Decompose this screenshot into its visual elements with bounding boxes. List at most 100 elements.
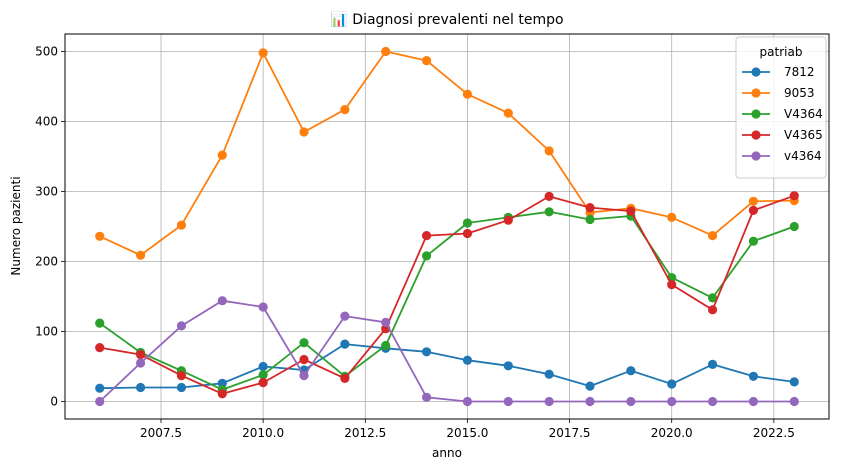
y-tick-label: 300 xyxy=(35,185,58,199)
data-point xyxy=(667,396,677,407)
data-point xyxy=(95,383,105,393)
data-point xyxy=(503,215,513,225)
data-point xyxy=(217,296,227,306)
data-point xyxy=(340,311,350,321)
data-point xyxy=(258,302,268,312)
series-line xyxy=(99,50,795,257)
legend-marker xyxy=(751,130,761,140)
data-point xyxy=(381,46,391,57)
data-point xyxy=(544,207,554,217)
data-point xyxy=(258,48,268,58)
data-point xyxy=(585,381,595,391)
data-point xyxy=(544,396,554,407)
series-v4364 xyxy=(95,296,799,407)
data-point xyxy=(421,231,432,241)
data-point xyxy=(462,89,473,99)
x-tick-label: 2015.0 xyxy=(446,426,488,440)
x-tick-label: 2010.0 xyxy=(242,426,284,440)
x-tick-label: 2022.5 xyxy=(753,426,795,440)
data-point xyxy=(789,396,799,407)
x-axis-label: anno xyxy=(432,446,462,460)
data-point xyxy=(135,250,146,260)
data-point xyxy=(544,146,554,156)
data-point xyxy=(217,389,227,399)
chart-title: 📊 Diagnosi prevalenti nel tempo xyxy=(330,11,563,28)
data-point xyxy=(707,293,718,303)
data-point xyxy=(258,378,268,388)
legend-marker xyxy=(751,67,761,77)
data-point xyxy=(462,218,473,228)
legend-label: 9053 xyxy=(784,86,815,100)
data-point xyxy=(176,220,187,230)
legend-marker xyxy=(751,88,761,98)
data-point xyxy=(421,347,432,357)
legend-marker xyxy=(751,109,761,119)
data-point xyxy=(421,392,432,402)
data-point xyxy=(135,350,146,360)
legend-label: 7812 xyxy=(784,65,815,79)
data-point xyxy=(299,338,309,348)
data-point xyxy=(544,369,554,379)
data-point xyxy=(421,251,432,261)
y-tick-label: 0 xyxy=(50,395,58,409)
data-point xyxy=(707,396,718,407)
series-9053 xyxy=(95,46,799,260)
x-tick-label: 2017.5 xyxy=(549,426,591,440)
legend-items: 7812 9053 V4364 V4365 v4364 xyxy=(742,65,823,163)
data-point xyxy=(544,191,554,201)
legend-item: V4364 xyxy=(742,107,823,121)
data-point xyxy=(707,359,718,369)
legend-marker xyxy=(751,151,761,161)
legend: patriab 7812 9053 V4364 V4365 v4364 xyxy=(735,36,827,179)
data-point xyxy=(503,396,513,407)
series-line xyxy=(99,343,795,390)
data-point xyxy=(217,150,227,160)
legend-item: 9053 xyxy=(742,86,815,100)
data-point xyxy=(258,370,268,380)
y-tick-label: 100 xyxy=(35,325,58,339)
data-point xyxy=(789,377,799,387)
y-tick-label: 500 xyxy=(35,45,58,59)
data-point xyxy=(585,214,595,225)
legend-item: 7812 xyxy=(742,65,815,79)
series-line xyxy=(99,210,795,391)
legend-item: V4365 xyxy=(742,128,823,142)
legend-label: v4364 xyxy=(784,149,822,163)
data-point xyxy=(340,339,350,349)
legend-item: v4364 xyxy=(742,149,822,163)
data-point xyxy=(176,371,187,381)
legend-title: patriab xyxy=(760,45,803,59)
data-point xyxy=(585,203,595,213)
data-point xyxy=(176,321,187,331)
data-point xyxy=(462,355,473,365)
data-point xyxy=(95,318,105,328)
data-point xyxy=(789,221,799,232)
data-point xyxy=(748,236,759,246)
grid xyxy=(65,34,829,419)
series-line xyxy=(99,194,795,395)
data-point xyxy=(585,396,595,407)
data-point xyxy=(299,354,309,365)
plot-frame xyxy=(64,33,830,420)
y-axis-label: Numero pazienti xyxy=(9,176,23,275)
data-point xyxy=(95,396,105,407)
data-point xyxy=(462,396,473,407)
data-point xyxy=(95,231,105,241)
data-point xyxy=(135,358,146,368)
data-point xyxy=(626,206,636,216)
x-tick-label: 2012.5 xyxy=(344,426,386,440)
data-point xyxy=(503,361,513,371)
data-point xyxy=(748,371,759,381)
data-point xyxy=(340,373,350,383)
data-point xyxy=(748,205,759,215)
series-7812 xyxy=(95,339,799,393)
x-axis: 2007.5 2010.0 2012.5 2015.0 2017.5 2020.0 2022… xyxy=(140,419,795,440)
data-point xyxy=(340,105,350,115)
data-point xyxy=(748,196,759,206)
data-point xyxy=(789,191,799,201)
series-line xyxy=(99,299,795,403)
data-point xyxy=(707,231,718,241)
data-point xyxy=(176,382,187,393)
data-point xyxy=(748,396,759,407)
data-point xyxy=(299,127,309,137)
